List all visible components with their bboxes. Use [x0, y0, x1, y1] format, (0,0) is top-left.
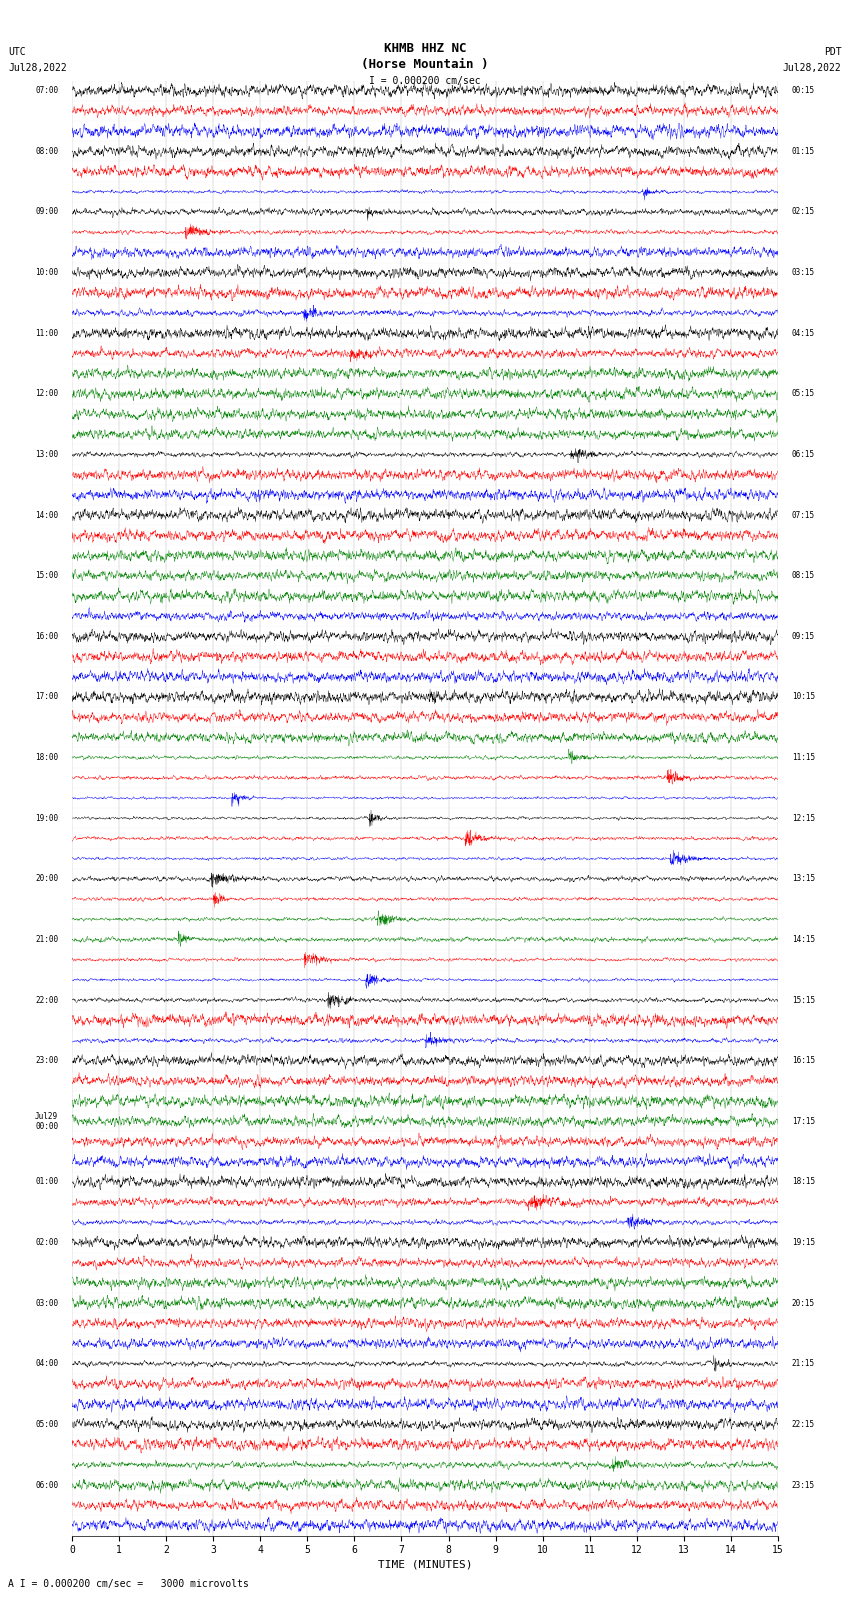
Text: 01:15: 01:15	[792, 147, 815, 156]
Text: 21:00: 21:00	[35, 936, 58, 944]
Text: 22:15: 22:15	[792, 1419, 815, 1429]
Text: PDT: PDT	[824, 47, 842, 56]
Text: 23:15: 23:15	[792, 1481, 815, 1489]
Text: 06:15: 06:15	[792, 450, 815, 460]
Text: 04:00: 04:00	[35, 1360, 58, 1368]
Text: UTC: UTC	[8, 47, 26, 56]
Text: 03:15: 03:15	[792, 268, 815, 277]
Text: A I = 0.000200 cm/sec =   3000 microvolts: A I = 0.000200 cm/sec = 3000 microvolts	[8, 1579, 249, 1589]
Text: 23:00: 23:00	[35, 1057, 58, 1065]
Text: 05:00: 05:00	[35, 1419, 58, 1429]
Text: (Horse Mountain ): (Horse Mountain )	[361, 58, 489, 71]
Text: 07:00: 07:00	[35, 85, 58, 95]
Text: 10:00: 10:00	[35, 268, 58, 277]
Text: 13:00: 13:00	[35, 450, 58, 460]
Text: 00:15: 00:15	[792, 85, 815, 95]
Text: 05:15: 05:15	[792, 389, 815, 398]
Text: 12:00: 12:00	[35, 389, 58, 398]
Text: 17:00: 17:00	[35, 692, 58, 702]
Text: 11:00: 11:00	[35, 329, 58, 337]
Text: 16:15: 16:15	[792, 1057, 815, 1065]
Text: 12:15: 12:15	[792, 813, 815, 823]
Text: 14:15: 14:15	[792, 936, 815, 944]
Text: 07:15: 07:15	[792, 511, 815, 519]
Text: 02:15: 02:15	[792, 208, 815, 216]
Text: 22:00: 22:00	[35, 995, 58, 1005]
Text: KHMB HHZ NC: KHMB HHZ NC	[383, 42, 467, 55]
Text: Jul28,2022: Jul28,2022	[783, 63, 842, 73]
Text: 15:15: 15:15	[792, 995, 815, 1005]
Text: 18:15: 18:15	[792, 1177, 815, 1187]
Text: 03:00: 03:00	[35, 1298, 58, 1308]
Text: 19:15: 19:15	[792, 1239, 815, 1247]
Text: 13:15: 13:15	[792, 874, 815, 884]
Text: 06:00: 06:00	[35, 1481, 58, 1489]
Text: 19:00: 19:00	[35, 813, 58, 823]
Text: 09:15: 09:15	[792, 632, 815, 640]
Text: 10:15: 10:15	[792, 692, 815, 702]
Text: 11:15: 11:15	[792, 753, 815, 761]
Text: 14:00: 14:00	[35, 511, 58, 519]
Text: 08:15: 08:15	[792, 571, 815, 581]
Text: 21:15: 21:15	[792, 1360, 815, 1368]
Text: 09:00: 09:00	[35, 208, 58, 216]
Text: Jul29
00:00: Jul29 00:00	[35, 1111, 58, 1131]
Text: 17:15: 17:15	[792, 1116, 815, 1126]
Text: 08:00: 08:00	[35, 147, 58, 156]
Text: 02:00: 02:00	[35, 1239, 58, 1247]
Text: 18:00: 18:00	[35, 753, 58, 761]
Text: 04:15: 04:15	[792, 329, 815, 337]
Text: 20:15: 20:15	[792, 1298, 815, 1308]
Text: Jul28,2022: Jul28,2022	[8, 63, 67, 73]
X-axis label: TIME (MINUTES): TIME (MINUTES)	[377, 1560, 473, 1569]
Text: 16:00: 16:00	[35, 632, 58, 640]
Text: 20:00: 20:00	[35, 874, 58, 884]
Text: 01:00: 01:00	[35, 1177, 58, 1187]
Text: I = 0.000200 cm/sec: I = 0.000200 cm/sec	[369, 76, 481, 85]
Text: 15:00: 15:00	[35, 571, 58, 581]
